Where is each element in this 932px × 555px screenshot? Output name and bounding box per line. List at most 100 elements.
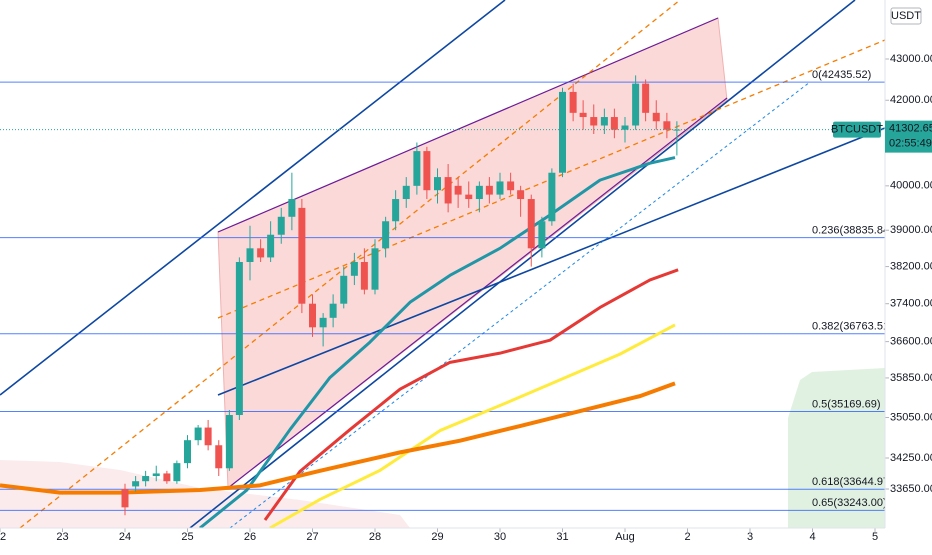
candle-body	[382, 221, 390, 249]
moving-average	[263, 268, 679, 521]
currency: USDT	[891, 10, 921, 22]
candle-body	[246, 248, 254, 262]
y-tick-label: 38200.00	[890, 260, 932, 272]
candle-body	[257, 248, 265, 258]
x-tick-label: 4	[809, 531, 815, 543]
x-tick-label: 28	[369, 531, 381, 543]
x-tick-label: 24	[119, 531, 131, 543]
candle-body	[215, 445, 223, 469]
candle-body	[652, 112, 660, 122]
x-tick-label: 23	[56, 531, 68, 543]
trend-line	[217, 127, 886, 396]
wedge-top	[217, 17, 719, 233]
candle-body	[673, 129, 681, 131]
candle-group	[121, 75, 681, 516]
candle-body	[434, 177, 441, 191]
candle-body	[360, 261, 368, 290]
candle-body	[225, 415, 233, 469]
x-tick-label: Aug	[615, 531, 635, 543]
fib-group: 0(42435.52) 0.236(38835.84) 0.382(36763.51…	[0, 69, 893, 511]
ma-group	[0, 156, 679, 530]
price-badge	[885, 120, 932, 153]
candle-body	[663, 121, 671, 130]
candle-body	[485, 185, 493, 195]
fib-label: 0.5(35169.69)	[812, 398, 881, 410]
y-tick-label: 35050.00	[890, 411, 932, 423]
x-tick-label: 3	[747, 531, 753, 543]
channel-line	[189, 0, 856, 529]
candle-body	[423, 151, 431, 191]
fib-label: 0.382(36763.51)	[812, 321, 893, 333]
dashed-line	[19, 0, 681, 529]
candle-body	[527, 199, 535, 249]
candle-body	[288, 199, 296, 217]
price-axis	[885, 0, 932, 550]
candle-body	[340, 275, 348, 304]
y-tick-label: 42000.00	[890, 94, 932, 106]
candle-body	[194, 427, 202, 441]
candle-body	[559, 91, 566, 173]
y-tick-label: 40000.00	[890, 180, 932, 192]
fib-label: 0.65(33243.00)	[812, 497, 887, 509]
x-tick-label: 5	[872, 531, 878, 543]
candle-body	[600, 117, 608, 126]
fib-label: 0.618(33644.97)	[812, 476, 893, 488]
candle-body	[184, 440, 191, 464]
candle-body	[548, 172, 556, 222]
cloud-right	[788, 368, 885, 528]
candle-body	[413, 151, 421, 186]
x-tick-label: 26	[244, 531, 256, 543]
symbol-badge[interactable]	[833, 121, 881, 138]
x-tick-label: 30	[494, 531, 506, 543]
candle-body	[329, 303, 337, 318]
candle-body	[538, 221, 546, 249]
dashed-line	[229, 81, 811, 529]
x-tick-label: 31	[556, 531, 568, 543]
candle-body	[350, 261, 358, 276]
candle-body	[121, 489, 129, 508]
candle-body	[173, 463, 181, 482]
candle-body	[496, 181, 504, 195]
candle-body	[309, 303, 316, 328]
x-tick-label: 29	[431, 531, 443, 543]
candle-body	[517, 190, 525, 200]
time-axis	[0, 528, 932, 550]
candle-body	[590, 117, 598, 126]
y-tick-label: 43000.00	[890, 53, 932, 65]
fib-label: 0(42435.52)	[812, 69, 871, 81]
candle-body	[454, 185, 462, 195]
candle-body	[142, 476, 150, 482]
currency-badge[interactable]	[890, 7, 922, 25]
axis-group: 43000.00 42000.00 40000.00 39000.00 38200.00…	[0, 0, 932, 543]
candle-body	[507, 181, 515, 191]
candle-body	[642, 83, 650, 113]
candle-body	[621, 125, 629, 130]
channel-line	[0, 0, 506, 396]
candle-body	[579, 112, 587, 118]
y-tick-label: 37400.00	[890, 298, 932, 310]
last-price-label: 41302.65	[889, 123, 932, 135]
y-tick-label: 35850.00	[890, 372, 932, 384]
y-tick-label: 33650.00	[890, 483, 932, 495]
candle-body	[465, 194, 473, 200]
candle-body	[444, 177, 452, 204]
fib-label: 0.236(38835.84)	[812, 225, 893, 237]
x-tick-label: 25	[181, 531, 193, 543]
candle-body	[235, 261, 243, 416]
candle-body	[319, 317, 327, 328]
cloud-left	[0, 460, 410, 528]
candle-body	[267, 234, 275, 258]
y-tick-label: 34250.00	[890, 452, 932, 464]
candle-body	[402, 185, 410, 200]
y-tick-label: 36600.00	[890, 336, 932, 348]
moving-average	[269, 323, 676, 530]
y-tick-label: 39000.00	[890, 224, 932, 236]
candle-body	[475, 185, 483, 200]
candle-body	[152, 473, 160, 477]
candle-body	[277, 216, 285, 235]
countdown: 02:55:49	[889, 138, 932, 150]
moving-average	[199, 156, 676, 530]
candle-body	[392, 199, 400, 222]
x-tick-label: 27	[306, 531, 318, 543]
